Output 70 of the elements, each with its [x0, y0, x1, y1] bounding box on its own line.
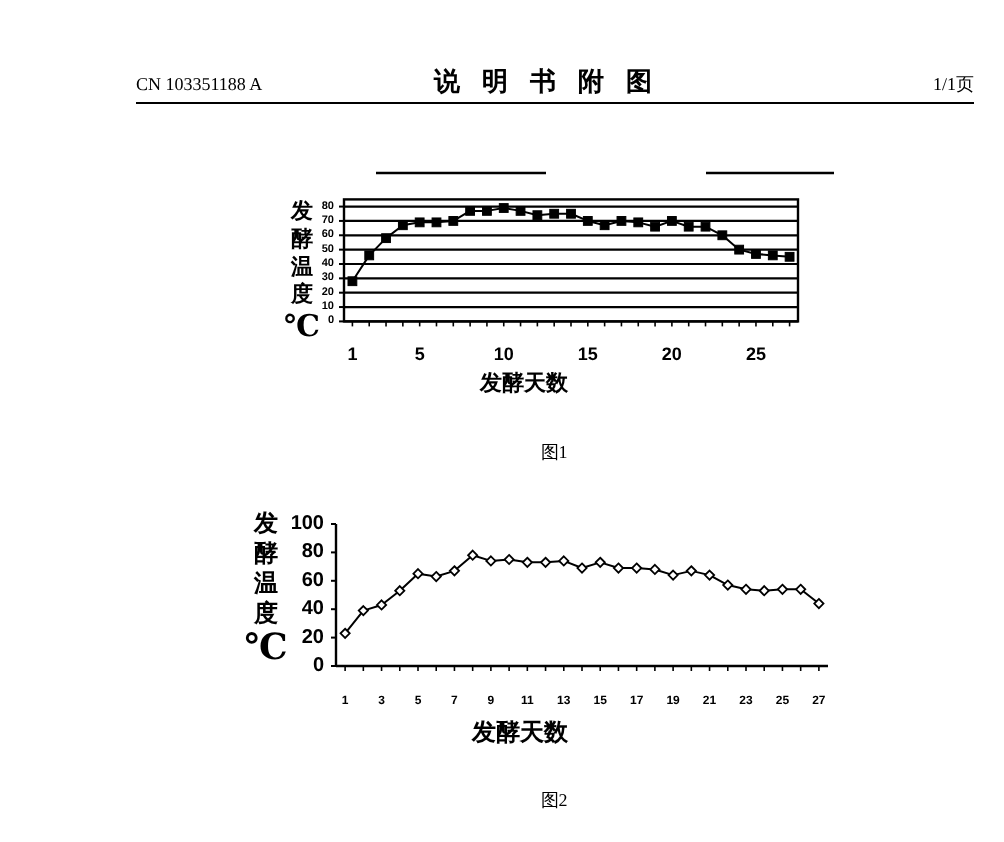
x-tick-label: 5: [414, 344, 425, 364]
point: [357, 605, 369, 617]
point: [795, 583, 807, 595]
point: [431, 217, 442, 228]
point: [758, 585, 770, 597]
point: [650, 221, 660, 232]
point: [576, 562, 588, 574]
point: [414, 217, 425, 228]
caption: 图2: [540, 790, 568, 810]
point: [582, 216, 593, 226]
point: [558, 555, 570, 567]
point: [784, 251, 795, 262]
point: [485, 555, 497, 567]
caption: 图1: [540, 442, 568, 462]
point: [364, 250, 375, 261]
point: [467, 549, 479, 561]
point: [448, 216, 459, 226]
point: [700, 221, 711, 232]
y-tick-label: 40: [301, 598, 325, 621]
x-tick-label: 25: [745, 344, 766, 364]
x-tick-label: 10: [493, 344, 514, 364]
x-axis-title: 发酵天数: [478, 370, 570, 396]
point: [540, 556, 552, 568]
x-tick-label: 15: [577, 344, 598, 364]
point: [549, 208, 560, 219]
point: [394, 585, 406, 597]
point: [503, 554, 515, 565]
point: [685, 565, 697, 577]
point: [616, 216, 627, 226]
x-axis-title: 发酵天数: [470, 718, 570, 746]
point: [704, 569, 716, 581]
point: [412, 568, 424, 580]
text: 说明书附图: [432, 66, 674, 96]
point: [347, 276, 358, 287]
point: [767, 250, 778, 261]
point: [666, 216, 677, 226]
point: [717, 230, 728, 241]
point: [430, 571, 442, 583]
point: [776, 583, 788, 595]
point: [448, 565, 460, 577]
text: CN 103351188 A: [136, 74, 264, 94]
point: [566, 208, 576, 219]
point: [521, 556, 533, 568]
y-tick-label: 60: [301, 569, 325, 592]
x-tick-label: 20: [661, 344, 682, 364]
point: [339, 627, 351, 639]
point: [751, 249, 761, 259]
y-tick-label: 20: [301, 626, 325, 649]
y-axis-title: 发酵温度℃: [244, 508, 288, 667]
point: [683, 221, 694, 232]
point: [612, 562, 624, 574]
point: [649, 563, 661, 575]
point: [594, 556, 606, 568]
point: [631, 562, 643, 574]
y-tick-label: 80: [301, 541, 325, 564]
point: [381, 233, 391, 244]
y-tick-label: 0: [312, 655, 325, 677]
point: [376, 599, 388, 611]
point: [813, 598, 825, 610]
text: 1/1页: [932, 74, 974, 94]
y-axis-title: 发酵温度℃: [284, 197, 321, 344]
point: [740, 583, 752, 595]
point: [722, 579, 734, 591]
point: [667, 569, 679, 581]
x-tick-label: 1: [347, 344, 358, 364]
point: [633, 217, 644, 228]
point: [498, 203, 509, 213]
point: [734, 244, 745, 255]
y-tick-label: 100: [290, 513, 325, 535]
point: [532, 210, 543, 221]
